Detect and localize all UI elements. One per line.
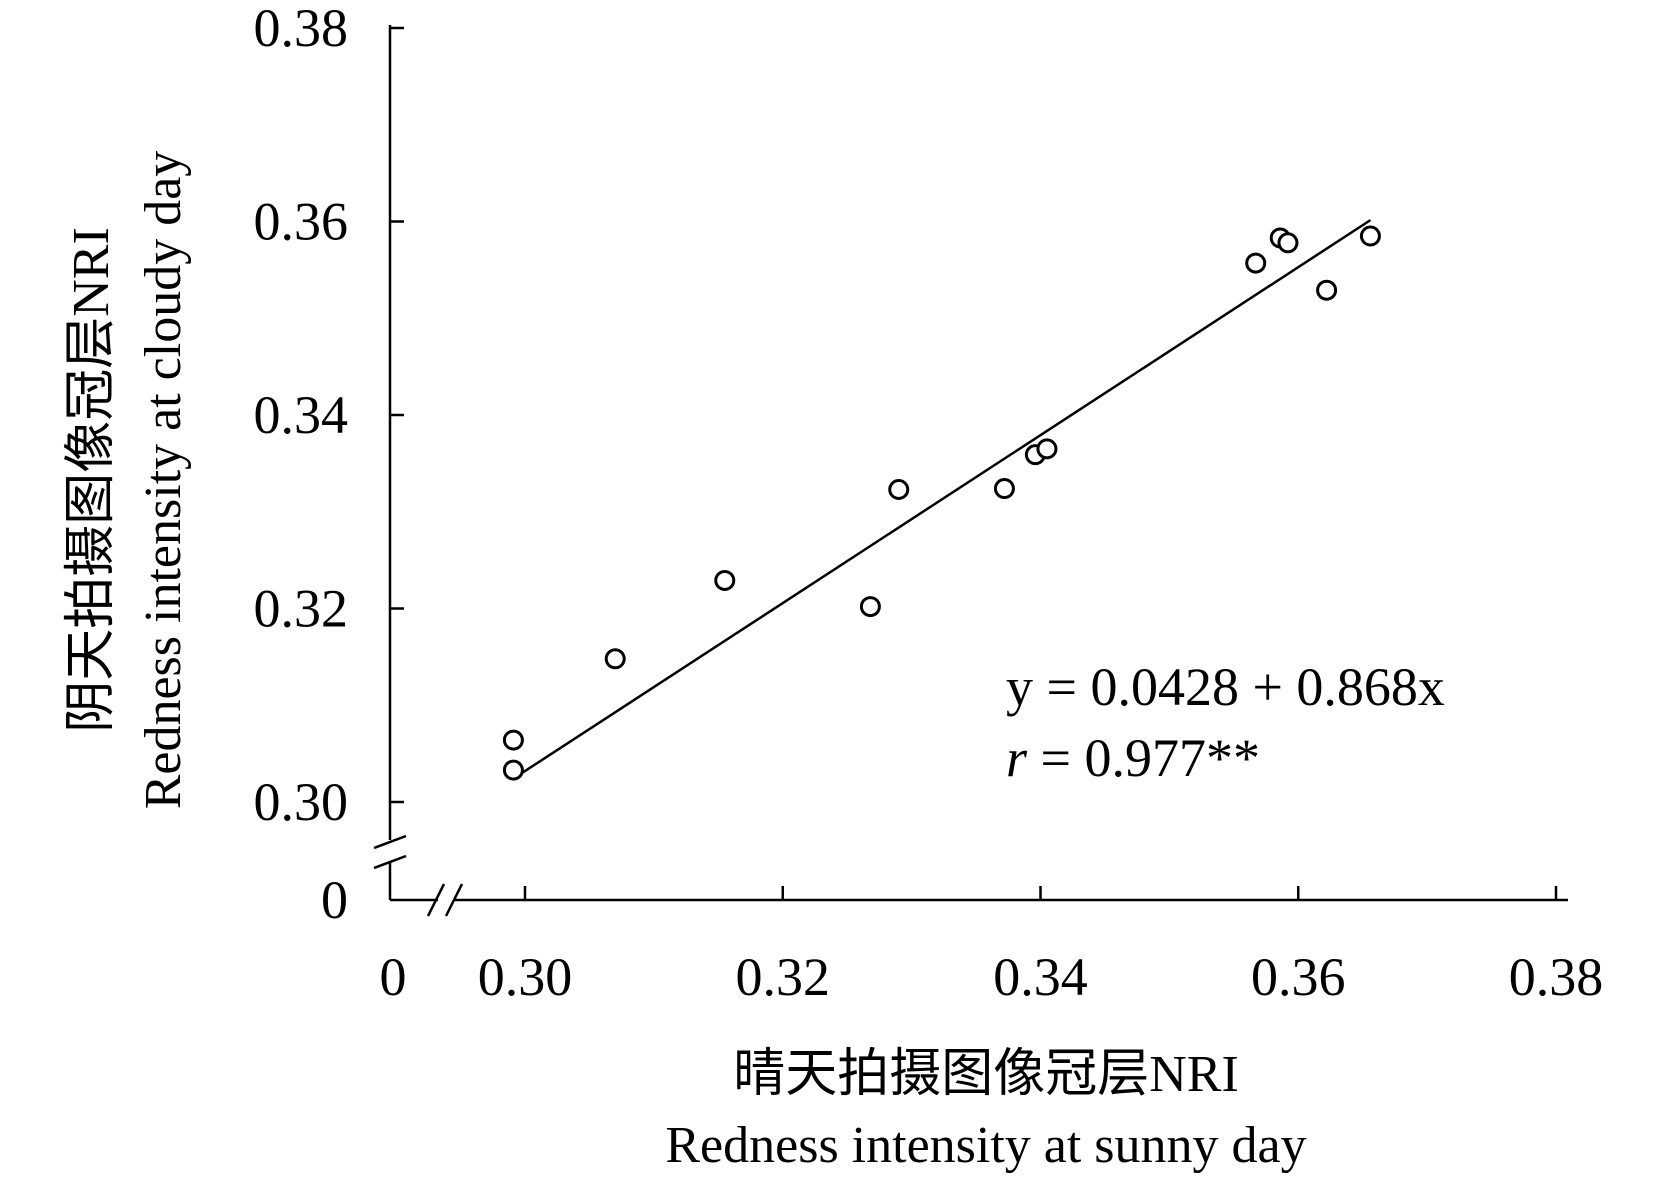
tick-marks — [390, 26, 1558, 900]
data-point — [604, 648, 626, 670]
data-point — [888, 478, 910, 500]
data-point — [1036, 438, 1058, 460]
y-tick-label: 0.36 — [254, 192, 349, 252]
y-tick-label: 0.38 — [254, 0, 349, 58]
x-origin-label: 0 — [380, 947, 407, 1007]
tick-labels: 0.30 0.32 0.34 0.36 0.38 0.30 0.32 0.34 0.36 0.38… — [254, 0, 1604, 1007]
data-point — [502, 729, 524, 751]
data-point — [993, 478, 1015, 500]
regression-line — [512, 219, 1372, 780]
data-point — [1277, 232, 1299, 254]
y-tick-label: 0.34 — [254, 385, 349, 445]
x-tick-label: 0.30 — [478, 947, 573, 1007]
correlation-annotation: r = 0.977** — [1006, 728, 1260, 788]
data-point — [1316, 279, 1338, 301]
data-point — [1245, 252, 1267, 274]
x-tick-label: 0.36 — [1251, 947, 1346, 1007]
r-value: = 0.977** — [1027, 728, 1260, 788]
data-point — [714, 569, 736, 591]
x-tick-label: 0.38 — [1509, 947, 1604, 1007]
data-point — [859, 596, 881, 618]
y-axis-title-zh: 阴天拍摄图像冠层NRI — [63, 227, 120, 733]
y-axis-break-mark — [373, 854, 407, 870]
axes — [373, 25, 1568, 917]
x-tick-label: 0.34 — [993, 947, 1088, 1007]
x-axis-title: Redness intensity at sunny day — [665, 1117, 1306, 1174]
regression-equation: y = 0.0428 + 0.868x — [1006, 657, 1445, 717]
y-origin-label: 0 — [321, 870, 348, 930]
data-point — [1359, 225, 1381, 247]
y-tick-label: 0.32 — [254, 579, 349, 639]
x-axis-break-mark — [444, 883, 464, 917]
data-point — [502, 759, 524, 781]
x-axis-break-mark — [426, 883, 446, 917]
x-axis-title-zh: 晴天拍摄图像冠层NRI — [733, 1046, 1239, 1103]
x-tick-label: 0.32 — [736, 947, 831, 1007]
y-axis-title: Redness intensity at cloudy day — [135, 151, 192, 810]
r-symbol: r — [1006, 728, 1028, 788]
y-tick-label: 0.30 — [254, 772, 349, 832]
y-axis-break-mark — [373, 834, 407, 850]
data-points — [502, 225, 1381, 781]
